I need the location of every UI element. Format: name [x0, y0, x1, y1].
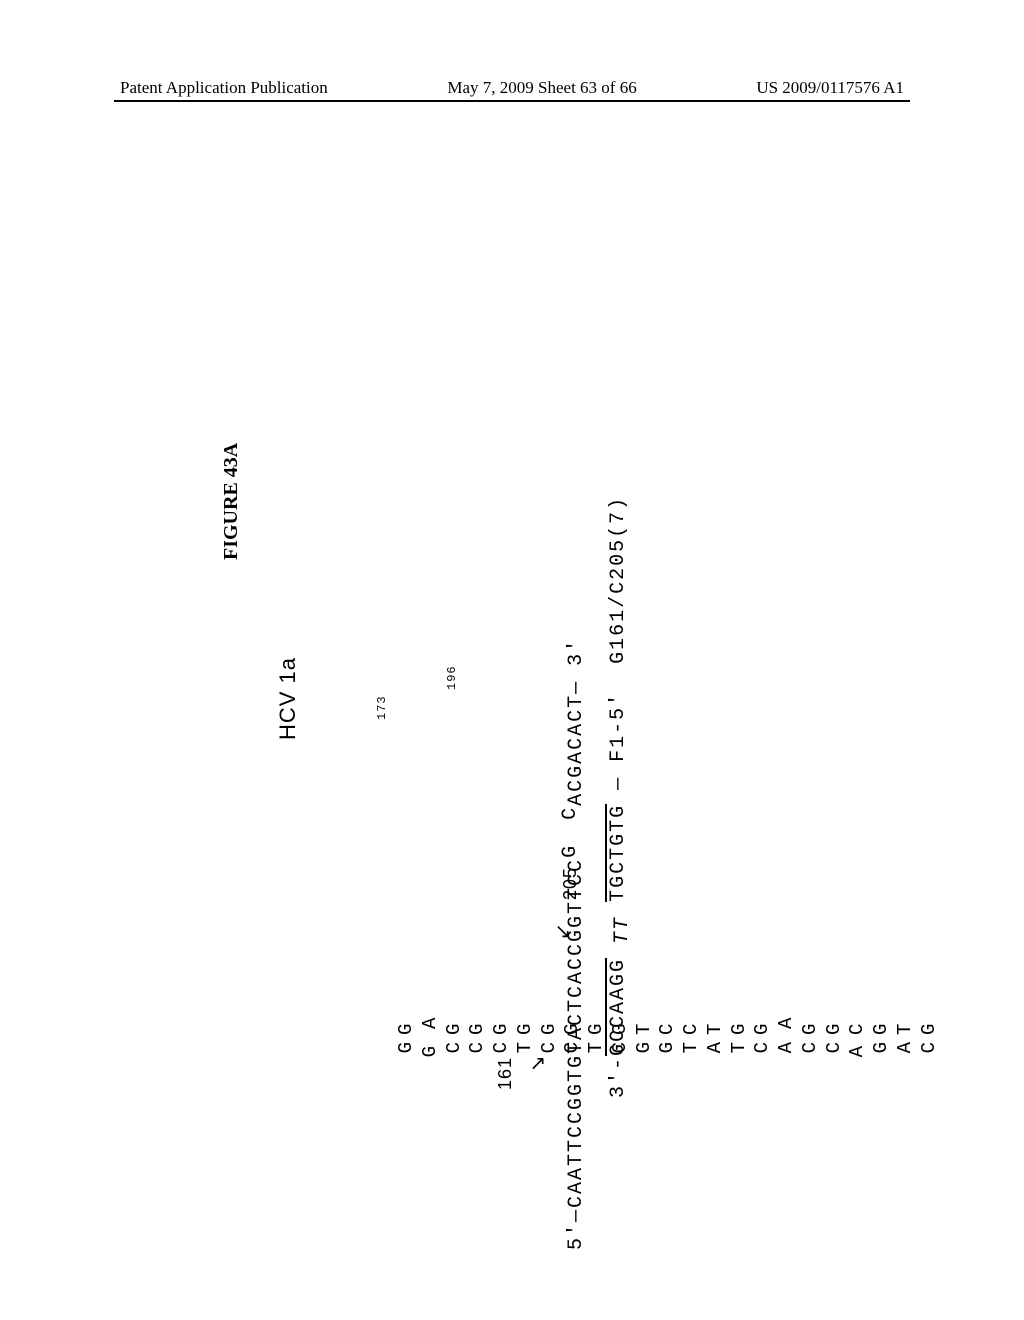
header-right: US 2009/0117576 A1 [756, 78, 904, 98]
probe-arm-left: GCCAAGG [607, 958, 630, 1056]
target-left-seq: CAATTCCGGTGTACTCACCGGTTCC [565, 858, 588, 1208]
hairpin-pair: AC [846, 1021, 870, 1055]
hairpin-pair: CG [751, 1021, 775, 1055]
pos-173-label: 173 [375, 695, 389, 720]
hairpin-pair: GA [419, 1021, 443, 1055]
hairpin-pair: AT [704, 1021, 728, 1055]
hairpin-pair: CG [538, 1021, 562, 1055]
probe-sequence: 3'-GCCAAGG TT TGCTGTG — F1-5' G161/C205(… [607, 496, 630, 1098]
figure-title: FIGURE 43A [220, 443, 243, 560]
hairpin-stem: GGGACGCGCGTGCGCGTGCGGTGCTCATTGCGAACGCGAC… [395, 1021, 941, 1055]
hairpin-pair: GG [395, 1021, 419, 1055]
probe-dash: — [607, 776, 630, 804]
hairpin-pair: CG [918, 1021, 942, 1055]
target-right-seq: ACGACACT [565, 694, 588, 806]
hairpin-pair: CG [799, 1021, 823, 1055]
hcv-label: HCV 1a [275, 657, 301, 740]
hairpin-pair: CG [466, 1021, 490, 1055]
patent-header: Patent Application Publication May 7, 20… [0, 78, 1024, 98]
probe-arm-right: TGCTGTG [607, 804, 630, 902]
hairpin-pair: CG [490, 1021, 514, 1055]
header-left: Patent Application Publication [120, 78, 328, 98]
pos-196-label: 196 [445, 665, 459, 690]
header-center: May 7, 2009 Sheet 63 of 66 [447, 78, 636, 98]
hairpin-pair: CG [823, 1021, 847, 1055]
hcv-diagram: HCV 1a GGGACGCGCGTGCGCGTGCGGTGCTCATTGCGA… [245, 200, 965, 1100]
probe-3prime: 3'- [607, 1056, 630, 1098]
probe-fluor: F1-5' [607, 692, 630, 762]
probe-linker: TT [611, 916, 634, 944]
hairpin-pair: AA [775, 1021, 799, 1055]
probe-suffix: G161/C205(7) [607, 496, 630, 692]
target-sequence: 5'—CAATTCCGGTGTACTCACCGGTTCCGCACGACACT— … [565, 638, 588, 1250]
callout-161: 161 [495, 1057, 516, 1090]
hairpin-pair: CG [443, 1021, 467, 1055]
hairpin-pair: TG [728, 1021, 752, 1055]
three-prime-label: — 3' [565, 638, 588, 694]
g-spacer: G [559, 844, 582, 858]
hairpin-pair: TG [514, 1021, 538, 1055]
c-spacer: C [559, 806, 582, 820]
hairpin-pair: TC [680, 1021, 704, 1055]
hairpin-pair: GT [633, 1021, 657, 1055]
pointer-161: ↘ [525, 1054, 550, 1072]
hairpin-pair: AT [894, 1021, 918, 1055]
five-prime-label: 5'— [565, 1208, 588, 1250]
header-rule [114, 100, 910, 102]
hairpin-pair: TG [585, 1021, 609, 1055]
hairpin-pair: GG [870, 1021, 894, 1055]
hairpin-pair: GC [656, 1021, 680, 1055]
